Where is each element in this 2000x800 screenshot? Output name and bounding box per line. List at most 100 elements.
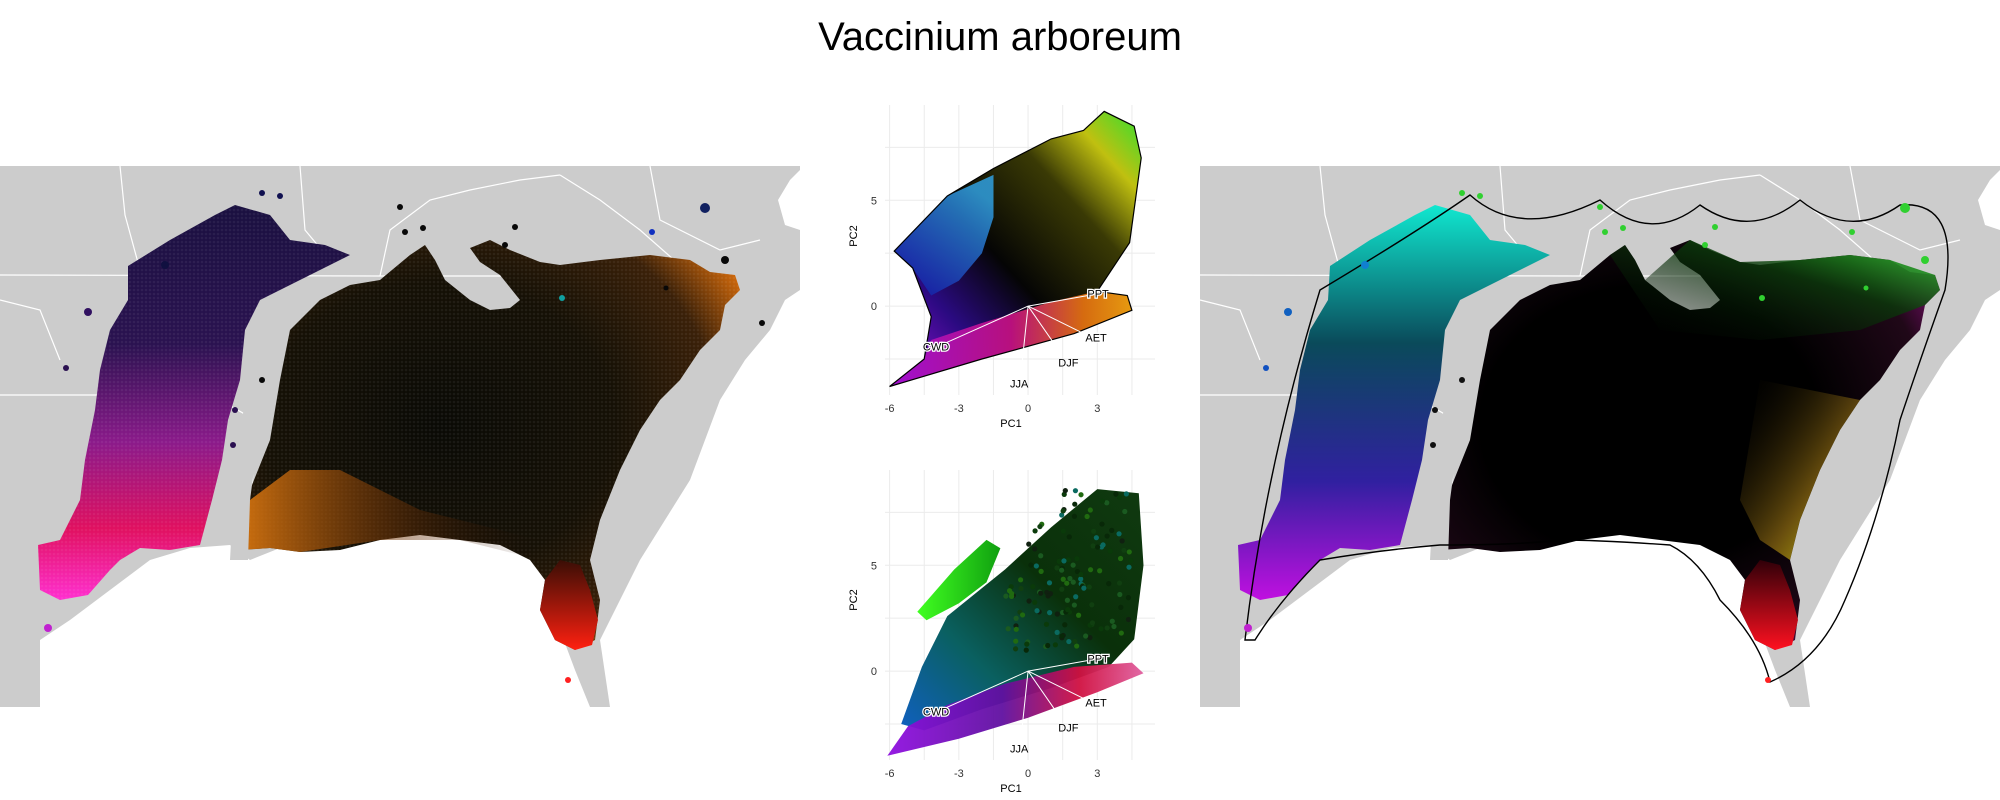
pca-bottom-point (1066, 534, 1072, 540)
pca-bottom-point (1099, 498, 1106, 504)
map-left-gulf-coast-glow (240, 470, 540, 560)
pca-bottom-point (1024, 641, 1030, 647)
pca-top-lower-band (889, 291, 1132, 387)
pca-bottom-point (1126, 549, 1132, 555)
pca-bottom-point (1104, 533, 1110, 539)
pca-top-x-label: PC1 (1000, 418, 1021, 430)
pca-bottom-point (1061, 558, 1067, 564)
pca-bottom-point (1074, 643, 1080, 649)
pca-bottom-point (1089, 602, 1095, 608)
pca-bot-vector-label-cwd: CWD (923, 706, 949, 718)
pca-bottom-point (1060, 508, 1066, 514)
pca-bot-x-tick: -3 (954, 768, 964, 780)
map-right-florida (1740, 560, 1798, 650)
pca-bot-x-tick: 0 (1025, 768, 1031, 780)
pca-bottom-point (1062, 487, 1068, 494)
pca-bottom-point (1091, 528, 1097, 534)
pca-bottom-point (1083, 633, 1089, 639)
map-right-range-west (1238, 205, 1550, 600)
pca-top-vector-label-ppt: PPT (1087, 289, 1109, 301)
pca-top-vector-cwd (937, 305, 1029, 347)
pca-bottom-lower-band (887, 662, 1144, 756)
pca-bottom-point (1062, 622, 1068, 628)
pca-bottom-point (1125, 616, 1132, 623)
pca-bottom-point (1071, 513, 1078, 519)
pca-bottom-point (1072, 638, 1078, 645)
pca-bottom-point (1060, 528, 1066, 534)
pca-bottom-point (1087, 635, 1093, 641)
pca-bottom-point (1038, 553, 1044, 559)
pca-bottom-point (1019, 612, 1026, 618)
pca-bottom-point (1073, 594, 1079, 600)
pca-bottom-point (1003, 593, 1009, 599)
pca-bottom-green-region (917, 539, 1001, 621)
pca-bot-vector-djf (1027, 670, 1061, 718)
pca-bottom-point (1119, 538, 1125, 544)
pca-bottom-point (1104, 625, 1110, 631)
pca-top-y-tick: 5 (871, 195, 877, 207)
pca-top-vector-aet (1027, 305, 1089, 337)
pca-top-vector-label-jja: JJA (1010, 379, 1029, 391)
pca-bottom-point (1095, 544, 1101, 550)
pca-top-vector-djf (1027, 305, 1061, 353)
pca-bot-y-tick: 5 (871, 560, 877, 572)
pca-bottom-point (1032, 599, 1038, 605)
pca-bottom-point (1054, 629, 1060, 635)
pca-top-x-tick: -6 (885, 403, 895, 415)
pca-top-vector-label-aet: AET (1085, 333, 1107, 345)
pca-bottom-point (1046, 580, 1053, 586)
pca-bottom-point (1038, 590, 1044, 596)
pca-bottom-point (1111, 623, 1117, 630)
map-right-southeast-tint (1740, 380, 1860, 560)
pca-bottom-point (1075, 612, 1082, 618)
pca-bottom-point (1060, 576, 1066, 582)
pca-bottom-point (1104, 500, 1110, 506)
pca-bot-vector-label-ppt: PPT (1087, 654, 1109, 666)
pca-bottom-point (1026, 541, 1032, 547)
pca-bottom-point (1033, 563, 1039, 569)
pca-bottom-point (1013, 615, 1019, 621)
pca-bottom-x-label: PC1 (1000, 783, 1021, 795)
map-left-gulf-water (40, 522, 590, 707)
pca-bottom-point (1078, 571, 1084, 578)
pca-bottom-point (1037, 523, 1043, 530)
map-right-gulf-water (1240, 522, 1790, 707)
pca-bottom-point (1118, 630, 1124, 636)
pca-bot-vector-ppt (1027, 660, 1089, 672)
pca-bottom-point (1052, 642, 1059, 648)
pca-bottom-point (1046, 610, 1053, 616)
pca-bottom-point (1066, 638, 1072, 645)
pca-top-loading-vectors: PPT AET DJF JJA CWD (922, 287, 1111, 391)
pca-bot-vector-label-jja: JJA (1010, 744, 1029, 756)
pca-bottom-point (1090, 543, 1096, 549)
pca-bottom-point (1008, 593, 1015, 599)
pca-top-x-tick: 3 (1094, 403, 1100, 415)
pca-bottom-point (1125, 595, 1132, 601)
pca-bot-vector-cwd (937, 670, 1029, 712)
pca-top-vector-label-djf: DJF (1058, 358, 1078, 370)
pca-bottom-point (1072, 488, 1079, 494)
pca-top-y-tick: 0 (871, 301, 877, 313)
pca-bottom-point (1054, 611, 1060, 617)
pca-bottom-point (1018, 577, 1024, 583)
pca-bottom-point (1098, 626, 1104, 632)
pca-bot-vector-aet (1027, 670, 1089, 702)
pca-bottom-point (1074, 556, 1080, 562)
pca-bottom-point (1018, 585, 1024, 592)
pca-bottom-point (1034, 608, 1040, 614)
pca-bottom-point (1023, 647, 1029, 653)
pca-top-vector-ppt (1027, 295, 1089, 307)
pca-bot-y-tick: 0 (871, 666, 877, 678)
pca-top-blue-region (894, 174, 994, 296)
pca-bottom-point (1013, 626, 1019, 632)
pca-bottom-y-ticks: 50 (871, 560, 877, 678)
pca-bottom-point (1099, 521, 1105, 527)
pca-bot-vector-label-djf: DJF (1058, 723, 1078, 735)
pca-bot-vector-jja (1020, 671, 1029, 737)
pca-bottom-point (1028, 562, 1034, 568)
map-left-atlantic-water (600, 290, 800, 707)
map-left-florida (540, 560, 598, 650)
map-right-atlantic-water (1800, 290, 2000, 707)
